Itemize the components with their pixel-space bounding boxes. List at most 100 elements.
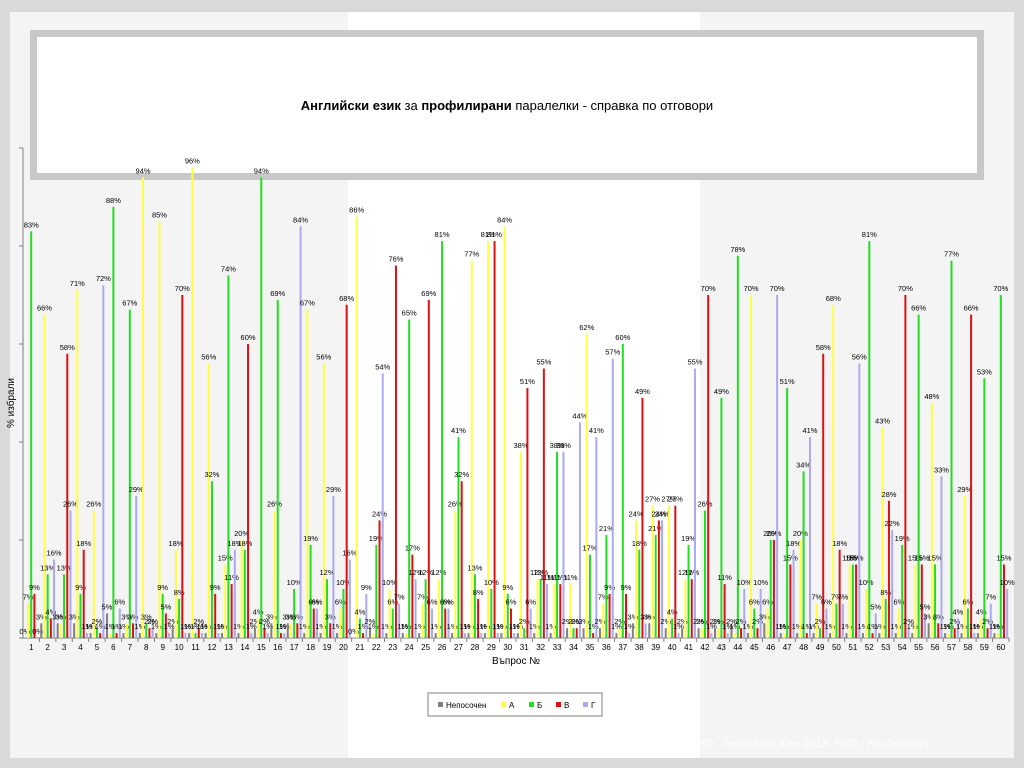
data-label: 49% [635, 387, 650, 396]
data-label: 67% [300, 299, 315, 308]
data-label: 96% [185, 157, 200, 166]
bar [253, 628, 256, 638]
data-label: 1% [496, 622, 507, 631]
data-label: 2% [677, 617, 688, 626]
x-tick-label: 32 [536, 643, 545, 652]
bar [480, 633, 483, 638]
bar [378, 520, 381, 638]
bar [158, 221, 161, 638]
bar [970, 314, 973, 638]
data-label: 29% [129, 485, 144, 494]
data-label: 83% [24, 220, 39, 229]
bar [85, 633, 88, 638]
data-label: 41% [802, 426, 817, 435]
data-label: 1% [95, 622, 106, 631]
bar [398, 603, 401, 638]
bar [789, 564, 792, 638]
x-tick-label: 40 [668, 643, 677, 652]
x-tick-label: 23 [388, 643, 397, 652]
bar [230, 584, 233, 638]
data-label: 17% [405, 544, 420, 553]
data-label: 1% [200, 622, 211, 631]
x-tick-label: 42 [701, 643, 710, 652]
data-label: 1% [368, 622, 379, 631]
data-label: 27% [661, 495, 676, 504]
data-label: 15% [849, 554, 864, 563]
data-label: 54% [375, 362, 390, 371]
bar [829, 633, 832, 638]
bar [214, 593, 217, 638]
data-label: 7% [837, 593, 848, 602]
bar [503, 226, 506, 638]
bar [825, 608, 828, 638]
bar [477, 598, 480, 638]
bar [125, 623, 128, 638]
data-label: 67% [122, 299, 137, 308]
data-label: 1% [611, 622, 622, 631]
bar [112, 206, 115, 639]
bar [638, 549, 641, 638]
legend-swatch [529, 702, 534, 707]
data-label: 12% [530, 568, 545, 577]
data-label: 15% [842, 554, 857, 563]
bar [345, 304, 348, 638]
bar [582, 628, 585, 638]
bar [602, 603, 605, 638]
data-label: 1% [85, 622, 96, 631]
bar [707, 295, 710, 638]
data-label: 2% [614, 617, 625, 626]
data-label: 70% [175, 284, 190, 293]
bar [385, 633, 388, 638]
x-tick-label: 19 [323, 643, 332, 652]
bar [174, 549, 177, 638]
data-label: 12% [408, 568, 423, 577]
bar [454, 510, 457, 638]
data-label: 2% [568, 617, 579, 626]
x-tick-label: 34 [569, 643, 578, 652]
bar [993, 633, 996, 638]
data-label: 6% [427, 598, 438, 607]
data-label: 9% [502, 583, 513, 592]
bar [279, 633, 282, 638]
bar [115, 633, 118, 638]
bar [986, 628, 989, 638]
data-label: 26% [697, 500, 712, 509]
data-label: 18% [227, 539, 242, 548]
bar [217, 633, 220, 638]
data-label: 20% [766, 529, 781, 538]
bar [878, 633, 881, 638]
data-label: 1% [867, 622, 878, 631]
bar [822, 353, 825, 638]
data-label: 6% [440, 598, 451, 607]
bar [763, 623, 766, 638]
bar [506, 593, 509, 638]
data-label: 15% [996, 554, 1011, 563]
bar [841, 603, 844, 638]
bar [799, 540, 802, 638]
bar [99, 633, 102, 638]
x-tick-label: 25 [421, 643, 430, 652]
legend-label: А [509, 701, 515, 710]
bar [956, 618, 959, 638]
x-tick-label: 26 [438, 643, 447, 652]
bar [457, 437, 460, 638]
bar [750, 295, 753, 638]
bar [677, 633, 680, 638]
data-label: 1% [529, 622, 540, 631]
bar [171, 628, 174, 638]
bar [414, 579, 417, 638]
data-label: 1% [792, 622, 803, 631]
x-tick-label: 22 [372, 643, 381, 652]
bar [401, 633, 404, 638]
data-label: 26% [448, 500, 463, 509]
data-label: 88% [106, 196, 121, 205]
x-tick-label: 13 [224, 643, 233, 652]
x-tick-label: 14 [240, 643, 249, 652]
data-label: 3% [55, 612, 66, 621]
bar [796, 633, 799, 638]
bar [224, 564, 227, 638]
data-label: 18% [168, 539, 183, 548]
bar [467, 633, 470, 638]
data-label: 1% [512, 622, 523, 631]
data-label: 11% [547, 573, 562, 582]
